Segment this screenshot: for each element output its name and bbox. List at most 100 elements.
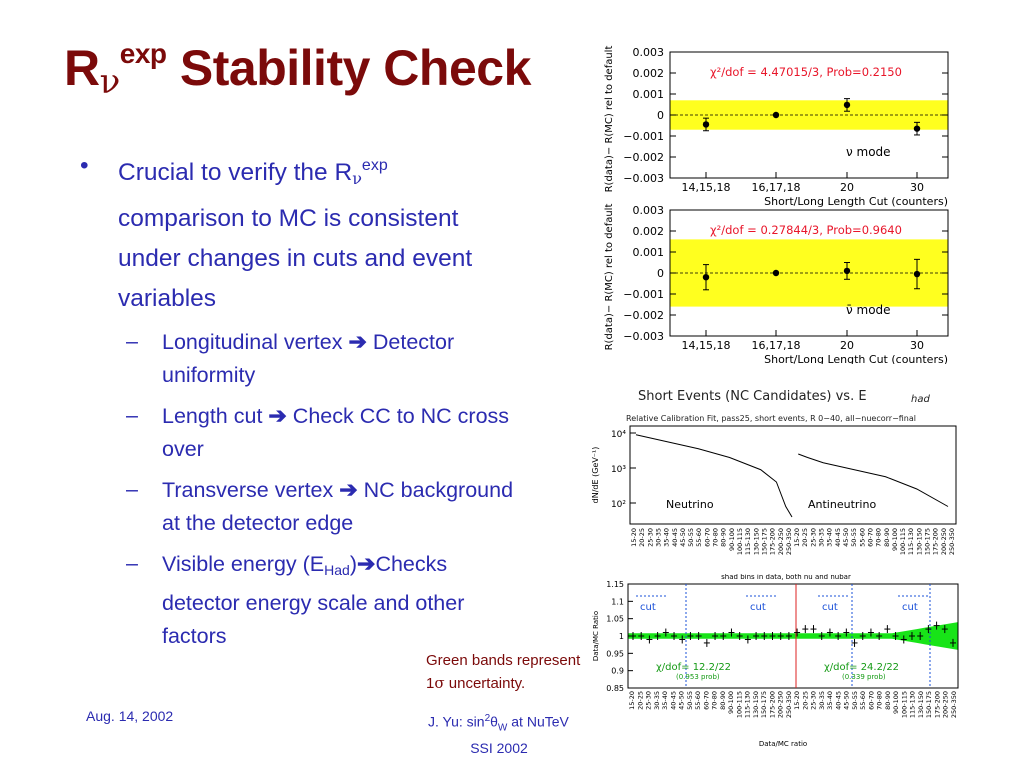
chi2-annotation: χ/dof= 12.2/22 xyxy=(656,662,731,673)
band-caption: Green bands represent 1σ uncertainty. xyxy=(426,652,581,692)
prob-annotation: (0.339 prob) xyxy=(842,673,886,681)
cut-label: cut xyxy=(902,602,918,613)
x-tick-label: 100-115 xyxy=(900,691,908,718)
x-tick-label: 150-175 xyxy=(760,691,768,718)
data-point xyxy=(702,274,710,281)
x-tick-label: 150-175 xyxy=(760,528,768,555)
ratio-title: shad bins in data, both nu and nubar xyxy=(721,574,851,581)
y-axis-label: R(data)− R(MC) rel to default xyxy=(604,204,615,351)
y-tick-label: −0.001 xyxy=(623,288,664,301)
sub-bullet-list: – Longitudinal vertex ➔ Detector uniform… xyxy=(118,325,520,653)
x-tick-label: 130-150 xyxy=(752,691,760,718)
y-tick-label: 1 xyxy=(619,632,624,641)
x-tick-label: 70-80 xyxy=(712,528,720,547)
x-tick-label: 16,17,18 xyxy=(752,339,801,352)
arrow-icon: ➔ xyxy=(357,551,376,576)
x-tick-label: 175-200 xyxy=(932,528,940,555)
x-tick-label: 115-130 xyxy=(744,691,752,718)
x-tick-label: 250-350 xyxy=(948,528,956,555)
x-tick-label: 55-60 xyxy=(858,528,866,547)
data-point xyxy=(772,111,780,119)
x-tick-label: 35-40 xyxy=(661,691,669,710)
x-tick-label: 45-50 xyxy=(679,528,687,547)
x-tick-label: 40-45 xyxy=(834,528,842,547)
x-tick-label: 20 xyxy=(840,181,854,194)
bullet-dot: • xyxy=(80,152,89,179)
x-tick-label: 250-350 xyxy=(785,691,793,718)
data-point xyxy=(843,267,851,275)
x-tick-label: 200-250 xyxy=(777,528,785,555)
y-tick-label: 0.003 xyxy=(633,204,665,217)
x-tick-label: 200-250 xyxy=(940,528,948,555)
y-tick-label: 10³ xyxy=(611,465,626,475)
y-tick-label: 0.9 xyxy=(611,667,624,676)
chi2-annotation: χ/dof= 24.2/22 xyxy=(824,662,899,673)
data-point xyxy=(772,269,780,277)
x-tick-label: 35-40 xyxy=(826,528,834,547)
x-tick-label: 25-30 xyxy=(645,691,653,710)
y-tick-label: 0.001 xyxy=(633,246,665,259)
x-tick-label: 80-90 xyxy=(884,691,892,710)
y-tick-label: −0.002 xyxy=(623,151,664,164)
x-tick-label: 30-35 xyxy=(818,528,826,547)
x-tick-label: 50-55 xyxy=(850,528,858,547)
sub-bullet-visible-energy: – Visible energy (EHad)➔Checks detector … xyxy=(126,551,465,648)
x-tick-label: 45-50 xyxy=(842,528,850,547)
fit-annotation: χ²/dof = 4.47015/3, Prob=0.2150 xyxy=(710,65,902,79)
x-tick-label: 70-80 xyxy=(876,691,884,710)
y-tick-label: 0.002 xyxy=(633,225,665,238)
mode-label: ν̄ mode xyxy=(846,303,891,317)
y-tick-label: 0.001 xyxy=(633,88,665,101)
x-tick-label: 130-150 xyxy=(915,528,923,555)
y-tick-label: 1.05 xyxy=(606,615,624,624)
cut-label: cut xyxy=(750,602,766,613)
x-tick-label: 15-20 xyxy=(793,691,801,710)
x-tick-label: 30 xyxy=(910,339,924,352)
y-tick-label: 1.15 xyxy=(606,580,624,589)
slide-title: Rνexp Stability Check xyxy=(64,38,531,102)
sub-bullet-transverse: – Transverse vertex ➔ NC background at t… xyxy=(126,477,514,535)
x-tick-label: 25-30 xyxy=(646,528,654,547)
x-tick-label: 150-175 xyxy=(925,691,933,718)
data-point xyxy=(843,101,851,109)
spectrum-title: Short Events (NC Candidates) vs. E xyxy=(638,389,867,404)
x-tick-label: 115-130 xyxy=(744,528,752,555)
bullet-main: • Crucial to verify the Rνexp comparison… xyxy=(80,146,520,319)
sub-bullet-longitudinal: – Longitudinal vertex ➔ Detector uniform… xyxy=(126,329,455,387)
x-tick-label: 55-60 xyxy=(695,528,703,547)
data-point xyxy=(702,121,710,128)
y-tick-label: 0 xyxy=(657,267,664,280)
x-tick-label: 115-130 xyxy=(909,691,917,718)
x-tick-label: 150-175 xyxy=(924,528,932,555)
fit-annotation: χ²/dof = 0.27844/3, Prob=0.9640 xyxy=(710,223,902,237)
y-tick-label: 10² xyxy=(611,500,626,510)
plot-frame xyxy=(629,425,957,525)
y-tick-label: −0.003 xyxy=(623,330,664,343)
x-tick-label: 55-60 xyxy=(859,691,867,710)
x-tick-label: 25-30 xyxy=(809,528,817,547)
x-axis-label: Short/Long Length Cut (counters) xyxy=(764,195,948,208)
x-tick-label: 14,15,18 xyxy=(682,339,731,352)
spectrum-title-sub: had xyxy=(911,394,930,405)
x-tick-label: 200-250 xyxy=(777,691,785,718)
y-tick-label: 0 xyxy=(657,109,664,122)
x-tick-label: 80-90 xyxy=(720,528,728,547)
arrow-icon: ➔ xyxy=(339,477,358,502)
x-tick-label: 20-25 xyxy=(801,691,809,710)
x-tick-label: 30-35 xyxy=(654,528,662,547)
prob-annotation: (0.953 prob) xyxy=(676,673,720,681)
x-tick-label: 15-20 xyxy=(628,691,636,710)
x-tick-label: 30-35 xyxy=(653,691,661,710)
x-tick-label: 90-100 xyxy=(891,528,899,551)
chart-ratio: shad bins in data, both nu and nubar 1.15… xyxy=(592,574,959,748)
x-tick-label: 45-50 xyxy=(678,691,686,710)
x-tick-label: 60-70 xyxy=(702,691,710,710)
y-tick-label: 0.002 xyxy=(633,67,665,80)
x-tick-label: 115-130 xyxy=(907,528,915,555)
data-point xyxy=(913,270,921,278)
x-tick-label: 60-70 xyxy=(866,528,874,547)
spectrum-subtitle: Relative Calibration Fit, pass25, short … xyxy=(626,414,916,423)
x-axis-label: Data/MC ratio xyxy=(759,740,807,748)
x-tick-label: 15-20 xyxy=(630,528,638,547)
x-tick-label: 14,15,18 xyxy=(682,181,731,194)
